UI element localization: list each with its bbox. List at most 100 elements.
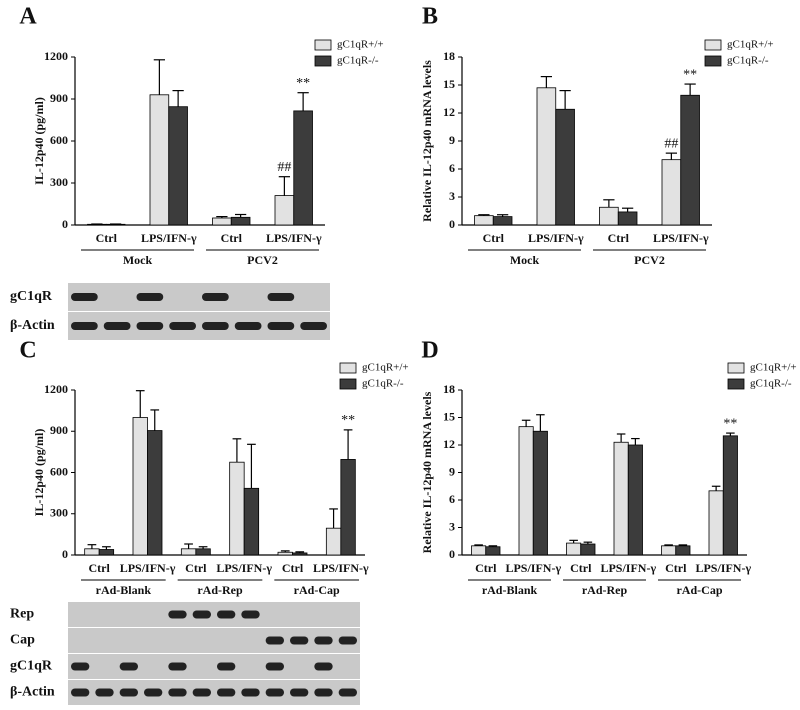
blot-band [202, 322, 229, 330]
group-label: rAd-Cap [294, 583, 340, 597]
bar [474, 215, 494, 226]
blot-band [338, 636, 357, 645]
blot-band [144, 688, 163, 697]
bar [147, 430, 163, 556]
y-tick-label: 15 [443, 409, 455, 423]
y-tick-label: 1200 [44, 49, 68, 63]
blot-label: β-Actin [10, 685, 55, 700]
y-tick-label: 18 [443, 49, 455, 63]
y-tick-label: 0 [62, 547, 68, 561]
blot-band [71, 688, 90, 697]
bar [680, 94, 700, 226]
x-tick-label: LPS/IFN-γ [695, 561, 751, 575]
blot-band [136, 293, 164, 301]
significance-mark: ** [723, 416, 737, 431]
panel-label: C [19, 338, 36, 364]
blot-band [71, 322, 98, 330]
y-axis-label: IL-12p40 (pg/ml) [32, 429, 46, 517]
bar [555, 108, 575, 226]
y-axis-label: Relative IL-12p40 mRNA levels [420, 391, 434, 553]
blot-band [169, 322, 196, 330]
bar [675, 545, 691, 556]
x-tick-label: Ctrl [475, 561, 497, 575]
blot-label: Rep [10, 607, 34, 622]
bar [243, 487, 260, 556]
group-label: rAd-Rep [197, 583, 243, 597]
y-tick-label: 900 [50, 91, 68, 105]
y-tick-label: 12 [443, 437, 455, 451]
x-tick-label: Ctrl [665, 561, 687, 575]
y-tick-label: 0 [449, 547, 455, 561]
blot-band [103, 322, 131, 330]
blot-band [71, 662, 90, 671]
x-tick-label: Ctrl [221, 231, 243, 245]
legend-swatch [339, 378, 357, 390]
bar [132, 417, 148, 556]
blot-band [265, 662, 284, 671]
y-tick-label: 3 [449, 189, 455, 203]
bar [293, 110, 313, 226]
blot-label: gC1qR [10, 289, 53, 304]
bar [105, 223, 126, 226]
blot-band [314, 688, 333, 697]
x-tick-label: LPS/IFN-γ [216, 561, 272, 575]
significance-mark: ## [664, 136, 678, 151]
legend-label: gC1qR-/- [727, 55, 769, 67]
blot-band [241, 688, 260, 697]
group-label: rAd-Cap [676, 583, 722, 597]
bar [471, 545, 487, 556]
blot-label: β-Actin [10, 318, 55, 333]
blot-strip [68, 680, 360, 705]
y-axis-label: Relative IL-12p40 mRNA levels [420, 60, 434, 222]
bar [617, 211, 638, 226]
panel-label: A [19, 4, 37, 30]
blot-band [95, 688, 114, 697]
group-label: PCV2 [634, 253, 665, 267]
blot-band [168, 662, 187, 671]
y-tick-label: 9 [449, 464, 455, 478]
blot-band [217, 688, 236, 697]
bar [613, 441, 629, 556]
group-label: Mock [510, 253, 540, 267]
group-label: rAd-Blank [482, 583, 538, 597]
blot-band [202, 293, 229, 301]
y-tick-label: 0 [62, 217, 68, 231]
legend-swatch [314, 39, 332, 51]
bar [599, 206, 619, 226]
y-tick-label: 900 [50, 423, 68, 437]
legend-swatch [727, 378, 745, 390]
y-tick-label: 12 [443, 105, 455, 119]
blot-band [192, 610, 211, 619]
x-tick-label: Ctrl [185, 561, 207, 575]
y-tick-label: 18 [443, 382, 455, 396]
y-tick-label: 6 [449, 161, 455, 175]
bar [229, 461, 245, 556]
significance-mark: ## [277, 160, 291, 175]
bar [518, 426, 534, 556]
blot-band [192, 688, 211, 697]
y-tick-label: 600 [50, 464, 68, 478]
x-tick-label: LPS/IFN-γ [528, 231, 584, 245]
x-tick-label: LPS/IFN-γ [120, 561, 176, 575]
significance-mark: ** [296, 76, 310, 91]
blot-band [168, 610, 187, 619]
bar [492, 216, 513, 226]
blot-band [267, 322, 295, 330]
legend-label: gC1qR+/+ [750, 362, 797, 374]
group-label: rAd-Rep [582, 583, 628, 597]
bar [661, 545, 677, 556]
blot-band [290, 636, 309, 645]
bar [292, 552, 308, 556]
y-tick-label: 300 [50, 175, 68, 189]
bar [230, 216, 251, 226]
bar [180, 548, 197, 556]
panel-label: D [421, 338, 438, 364]
blot-band [338, 688, 357, 697]
legend-swatch [727, 362, 745, 374]
bar [212, 217, 232, 226]
significance-mark: ** [683, 67, 697, 82]
x-tick-label: LPS/IFN-γ [141, 231, 197, 245]
bar [84, 548, 100, 556]
x-tick-label: LPS/IFN-γ [653, 231, 709, 245]
x-tick-label: LPS/IFN-γ [266, 231, 322, 245]
